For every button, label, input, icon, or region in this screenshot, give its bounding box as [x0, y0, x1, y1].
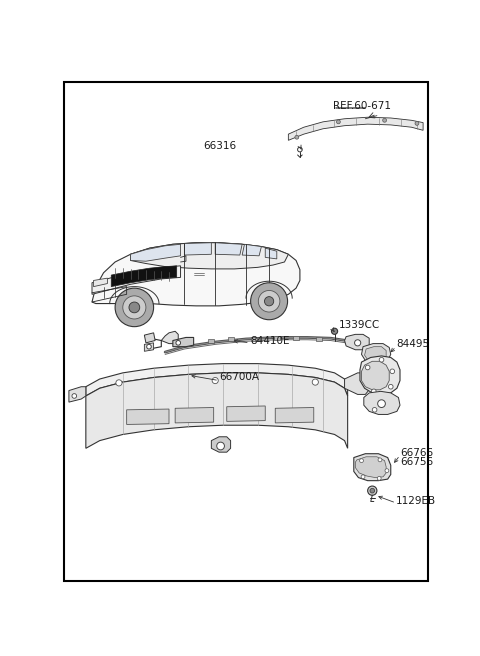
Polygon shape	[228, 337, 234, 341]
Circle shape	[116, 380, 122, 386]
Text: 1339CC: 1339CC	[338, 320, 380, 330]
Polygon shape	[92, 243, 300, 306]
Polygon shape	[361, 344, 391, 363]
Text: 84410E: 84410E	[250, 335, 289, 346]
Text: 1129EB: 1129EB	[396, 496, 436, 506]
Circle shape	[385, 469, 389, 472]
Polygon shape	[127, 409, 169, 424]
Polygon shape	[360, 356, 400, 394]
Circle shape	[372, 389, 376, 394]
Polygon shape	[227, 406, 265, 421]
Circle shape	[379, 358, 384, 362]
Polygon shape	[345, 373, 369, 394]
Polygon shape	[144, 333, 155, 343]
Circle shape	[365, 365, 370, 370]
Circle shape	[212, 377, 218, 384]
Circle shape	[378, 458, 382, 462]
Polygon shape	[316, 337, 322, 340]
Polygon shape	[355, 457, 386, 478]
Text: REF.60-671: REF.60-671	[333, 102, 391, 112]
Polygon shape	[251, 337, 257, 340]
Polygon shape	[131, 243, 288, 269]
Polygon shape	[111, 266, 177, 287]
Polygon shape	[94, 278, 108, 287]
Circle shape	[377, 476, 381, 480]
Polygon shape	[184, 243, 211, 255]
Polygon shape	[86, 373, 348, 448]
Polygon shape	[175, 407, 214, 423]
Circle shape	[372, 407, 377, 412]
Text: 66700A: 66700A	[219, 373, 259, 382]
Polygon shape	[361, 361, 389, 390]
Polygon shape	[161, 331, 178, 344]
Circle shape	[295, 135, 299, 139]
Text: 66766: 66766	[400, 448, 433, 458]
Polygon shape	[208, 339, 215, 343]
Polygon shape	[92, 266, 180, 295]
Circle shape	[390, 369, 395, 374]
Circle shape	[383, 118, 386, 122]
Circle shape	[370, 488, 374, 493]
Polygon shape	[144, 343, 154, 352]
Polygon shape	[173, 337, 193, 346]
Text: 66316: 66316	[204, 142, 237, 152]
Circle shape	[147, 344, 151, 349]
Polygon shape	[69, 387, 86, 402]
Circle shape	[72, 394, 77, 398]
Circle shape	[415, 121, 419, 125]
Polygon shape	[211, 437, 230, 452]
Circle shape	[115, 288, 154, 327]
Circle shape	[312, 379, 318, 385]
Circle shape	[378, 400, 385, 407]
Circle shape	[123, 296, 146, 319]
Polygon shape	[365, 346, 386, 362]
Circle shape	[217, 442, 225, 450]
Circle shape	[388, 384, 393, 389]
Circle shape	[360, 459, 363, 462]
Text: 66756: 66756	[400, 457, 433, 467]
Circle shape	[258, 291, 280, 312]
Polygon shape	[293, 336, 299, 340]
Circle shape	[336, 120, 340, 124]
Polygon shape	[345, 335, 369, 350]
Circle shape	[332, 328, 337, 335]
Polygon shape	[242, 244, 262, 256]
Circle shape	[355, 340, 361, 346]
Polygon shape	[265, 248, 277, 259]
Polygon shape	[288, 117, 423, 140]
Circle shape	[251, 283, 288, 319]
Polygon shape	[354, 454, 391, 481]
Circle shape	[129, 302, 140, 313]
Polygon shape	[275, 407, 314, 423]
Polygon shape	[274, 336, 280, 340]
Circle shape	[176, 340, 180, 345]
Circle shape	[298, 147, 302, 152]
Text: 84495: 84495	[396, 339, 429, 350]
Polygon shape	[131, 244, 180, 261]
Circle shape	[368, 486, 377, 495]
Circle shape	[264, 297, 274, 306]
Polygon shape	[215, 243, 242, 255]
Circle shape	[361, 475, 365, 479]
Polygon shape	[86, 363, 348, 396]
Polygon shape	[364, 392, 400, 415]
